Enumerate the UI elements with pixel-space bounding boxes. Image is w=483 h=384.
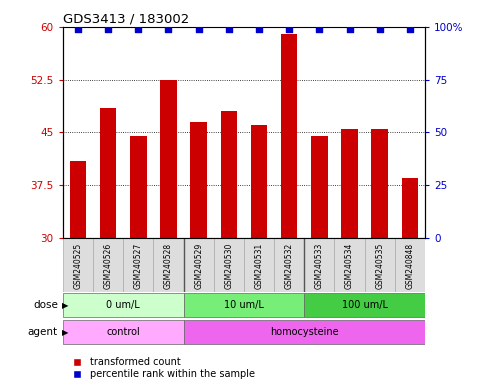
Text: 0 um/L: 0 um/L	[106, 300, 140, 310]
Point	[255, 26, 263, 32]
Text: ▶: ▶	[62, 328, 68, 337]
Text: ▶: ▶	[62, 301, 68, 310]
Point	[285, 26, 293, 32]
Text: GSM240525: GSM240525	[73, 243, 83, 289]
Point	[195, 26, 202, 32]
Bar	[213, 238, 244, 292]
Bar	[100, 108, 116, 238]
Text: GSM240535: GSM240535	[375, 243, 384, 289]
Bar	[184, 320, 425, 344]
Text: GDS3413 / 183002: GDS3413 / 183002	[63, 13, 189, 26]
Text: GSM240526: GSM240526	[103, 243, 113, 289]
Bar	[311, 136, 327, 238]
Bar	[371, 129, 388, 238]
Text: GSM240527: GSM240527	[134, 243, 143, 289]
Text: GSM240532: GSM240532	[284, 243, 294, 289]
Bar	[63, 320, 184, 344]
Text: 100 um/L: 100 um/L	[341, 300, 388, 310]
Text: homocysteine: homocysteine	[270, 327, 339, 337]
Bar	[365, 238, 395, 292]
Text: GSM240531: GSM240531	[255, 243, 264, 289]
Bar	[304, 293, 425, 317]
Text: GSM240534: GSM240534	[345, 243, 354, 289]
Point	[165, 26, 172, 32]
Bar	[221, 111, 237, 238]
Text: GSM240533: GSM240533	[315, 243, 324, 289]
Bar	[402, 178, 418, 238]
Bar	[63, 293, 184, 317]
Bar	[395, 238, 425, 292]
Bar	[63, 238, 93, 292]
Bar	[244, 238, 274, 292]
Bar	[93, 238, 123, 292]
Text: 10 um/L: 10 um/L	[224, 300, 264, 310]
Point	[74, 26, 82, 32]
Point	[315, 26, 323, 32]
Bar	[190, 122, 207, 238]
Text: control: control	[106, 327, 140, 337]
Text: agent: agent	[28, 327, 58, 337]
Bar	[130, 136, 146, 238]
Text: GSM240530: GSM240530	[224, 243, 233, 289]
Text: GSM240529: GSM240529	[194, 243, 203, 289]
Legend: transformed count, percentile rank within the sample: transformed count, percentile rank withi…	[68, 357, 255, 379]
Text: dose: dose	[33, 300, 58, 310]
Bar	[70, 161, 86, 238]
Text: GSM240528: GSM240528	[164, 243, 173, 289]
Bar	[334, 238, 365, 292]
Point	[376, 26, 384, 32]
Bar	[123, 238, 154, 292]
Bar	[184, 293, 304, 317]
Bar	[281, 34, 298, 238]
Bar	[274, 238, 304, 292]
Point	[225, 26, 233, 32]
Point	[406, 26, 414, 32]
Bar	[304, 238, 334, 292]
Point	[134, 26, 142, 32]
Bar	[341, 129, 358, 238]
Bar	[154, 238, 184, 292]
Point	[346, 26, 354, 32]
Bar	[160, 80, 177, 238]
Point	[104, 26, 112, 32]
Text: GSM240848: GSM240848	[405, 243, 414, 289]
Bar	[251, 126, 267, 238]
Bar	[184, 238, 213, 292]
